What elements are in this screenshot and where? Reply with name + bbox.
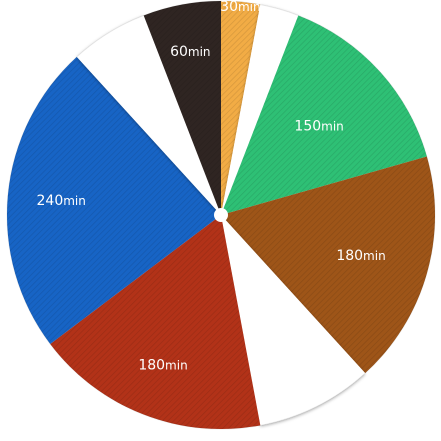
pie-slice-texture-8 — [143, 1, 221, 215]
pie-slice-texture-5 — [50, 215, 261, 430]
pie-slice-label-5: 180min — [138, 358, 187, 374]
pie-slice-6 — [6, 56, 222, 344]
pie-slice-value-5: 180 — [138, 358, 165, 374]
pie-center-hole — [214, 208, 228, 222]
pie-slice-texture-3 — [221, 156, 435, 374]
pie-outline — [6, 0, 436, 430]
pie-slices — [6, 0, 436, 430]
pie-slice-1 — [221, 4, 299, 216]
pie-slice-value-8: 60 — [170, 44, 188, 60]
pie-slice-value-3: 180 — [336, 248, 363, 264]
pie-slice-unit-8: min — [188, 45, 211, 59]
pie-slice-unit-6: min — [63, 194, 86, 208]
pie-slice-unit-5: min — [165, 359, 188, 373]
pie-slice-3 — [221, 156, 435, 374]
pie-slice-value-2: 150 — [294, 119, 321, 135]
pie-slice-value-6: 240 — [37, 193, 64, 209]
pie-slice-value-0: 30 — [220, 0, 238, 15]
pie-slice-7 — [76, 15, 221, 216]
pie-slice-2 — [221, 15, 427, 216]
pie-slice-texture-2 — [221, 15, 427, 216]
pie-slice-label-3: 180min — [336, 248, 385, 264]
pie-slice-label-2: 150min — [294, 119, 343, 135]
pie-slice-texture-0 — [221, 0, 261, 215]
pie-slice-4 — [221, 215, 366, 426]
pie-slice-fill-1 — [221, 4, 299, 216]
pie-slice-label-8: 60min — [170, 44, 210, 60]
pie-slice-unit-3: min — [363, 249, 386, 263]
pie-slice-8 — [143, 1, 221, 215]
pie-slice-unit-2: min — [321, 120, 344, 134]
pie-slice-texture-6 — [6, 56, 222, 344]
pie-slice-fill-7 — [76, 15, 221, 216]
pie-slice-fill-4 — [221, 215, 366, 426]
pie-slice-5 — [50, 215, 261, 430]
pie-slice-unit-0: min — [238, 0, 261, 14]
pie-slice-label-6: 240min — [37, 193, 86, 209]
pie-slice-label-0: 30min — [220, 0, 260, 15]
pie-slice-0 — [221, 0, 261, 215]
